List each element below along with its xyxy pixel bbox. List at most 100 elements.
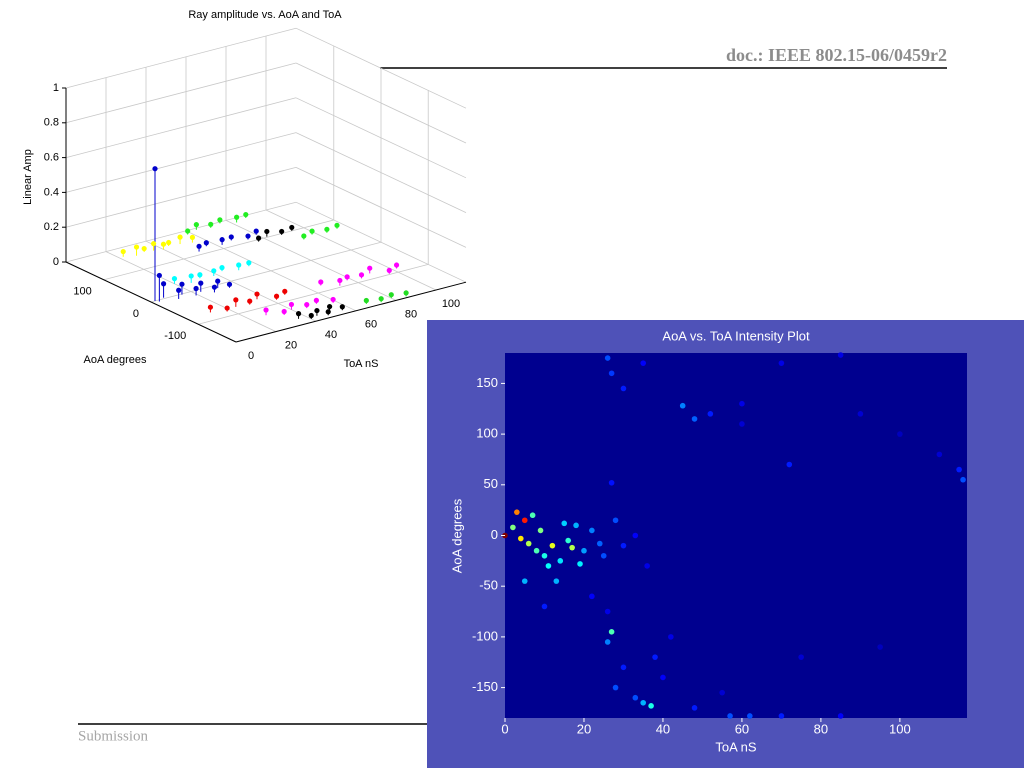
- point: [256, 235, 262, 241]
- point: [668, 634, 674, 640]
- point: [378, 296, 384, 302]
- chart-title: AoA vs. ToA Intensity Plot: [662, 328, 810, 343]
- y-tick-label: 100: [476, 426, 498, 441]
- x-tick-label: 40: [656, 721, 670, 736]
- point: [325, 309, 331, 315]
- point: [133, 244, 140, 250]
- point: [120, 248, 126, 255]
- z-tick-label: 0.8: [44, 117, 59, 129]
- point: [263, 307, 269, 313]
- point: [273, 293, 280, 299]
- point: [581, 547, 587, 554]
- grid-line: [65, 97, 297, 158]
- point: [608, 479, 615, 486]
- point: [234, 214, 240, 220]
- plot-area: [505, 353, 967, 718]
- grid-line: [295, 201, 467, 283]
- y-tick-label: 50: [484, 476, 498, 491]
- point: [196, 243, 202, 249]
- point: [573, 522, 579, 529]
- point: [537, 527, 544, 534]
- point: [304, 302, 310, 308]
- y-tick-label: -100: [164, 330, 186, 342]
- point: [652, 654, 658, 660]
- point: [309, 228, 315, 234]
- x-tick-label: 80: [814, 721, 828, 736]
- point: [324, 226, 330, 232]
- point: [565, 537, 571, 544]
- point: [612, 517, 619, 524]
- y-axis: [65, 261, 237, 343]
- point: [314, 307, 320, 314]
- point: [620, 385, 627, 392]
- point: [679, 402, 686, 409]
- y-tick-label: 100: [73, 286, 91, 298]
- chart-intensity: 0 20 40 60 80 100 -150 -100 -50 0 50 100 150 AoA vs. …: [427, 320, 1024, 768]
- point: [208, 221, 214, 227]
- point: [719, 689, 725, 696]
- point: [193, 222, 199, 228]
- point: [897, 431, 903, 437]
- point: [185, 228, 191, 234]
- point: [778, 360, 785, 366]
- point: [691, 416, 698, 422]
- z-axis-label: Linear Amp: [22, 149, 34, 205]
- point: [228, 234, 234, 240]
- point: [798, 654, 804, 660]
- point: [517, 535, 524, 542]
- grid-line: [150, 241, 382, 303]
- point: [691, 705, 698, 711]
- grid-line: [295, 132, 467, 213]
- z-tick-label: 0.6: [44, 152, 59, 164]
- grid-line: [65, 27, 297, 89]
- point: [632, 694, 639, 701]
- point: [330, 296, 336, 303]
- point: [608, 370, 615, 377]
- point: [386, 267, 392, 273]
- point: [160, 241, 167, 247]
- point: [193, 285, 199, 292]
- point: [358, 272, 365, 278]
- point: [596, 540, 603, 547]
- point: [403, 290, 409, 296]
- point: [604, 608, 611, 615]
- x-tick-label: 20: [577, 721, 591, 736]
- point: [176, 287, 182, 293]
- x-tick-label: 60: [365, 319, 377, 331]
- point: [313, 297, 319, 303]
- point: [620, 542, 627, 549]
- point: [589, 527, 595, 534]
- point: [600, 552, 607, 559]
- point: [279, 228, 285, 235]
- z-tick-label: 1: [53, 82, 59, 94]
- point: [217, 217, 223, 223]
- point: [246, 260, 252, 266]
- point: [337, 277, 343, 284]
- x-tick-label: 100: [889, 721, 911, 736]
- x-axis-label: ToA nS: [715, 739, 757, 754]
- point: [215, 278, 221, 284]
- chart-title: Ray amplitude vs. AoA and ToA: [188, 9, 342, 21]
- point: [604, 639, 611, 645]
- point: [837, 713, 844, 719]
- point: [877, 644, 883, 650]
- point: [557, 558, 564, 564]
- point: [198, 280, 204, 286]
- point: [727, 713, 733, 719]
- z-tick-label: 0: [53, 256, 59, 268]
- point: [367, 265, 373, 271]
- point: [553, 578, 560, 584]
- x-tick-label: 40: [325, 329, 337, 341]
- point: [393, 262, 400, 268]
- grid-line: [295, 167, 467, 248]
- point: [569, 544, 575, 551]
- point: [857, 411, 864, 417]
- point: [514, 509, 520, 515]
- point: [233, 297, 239, 303]
- point: [219, 237, 225, 243]
- point: [632, 532, 639, 539]
- point: [739, 400, 745, 407]
- point: [295, 311, 302, 317]
- y-tick-label: 0: [133, 308, 139, 320]
- point: [525, 540, 532, 547]
